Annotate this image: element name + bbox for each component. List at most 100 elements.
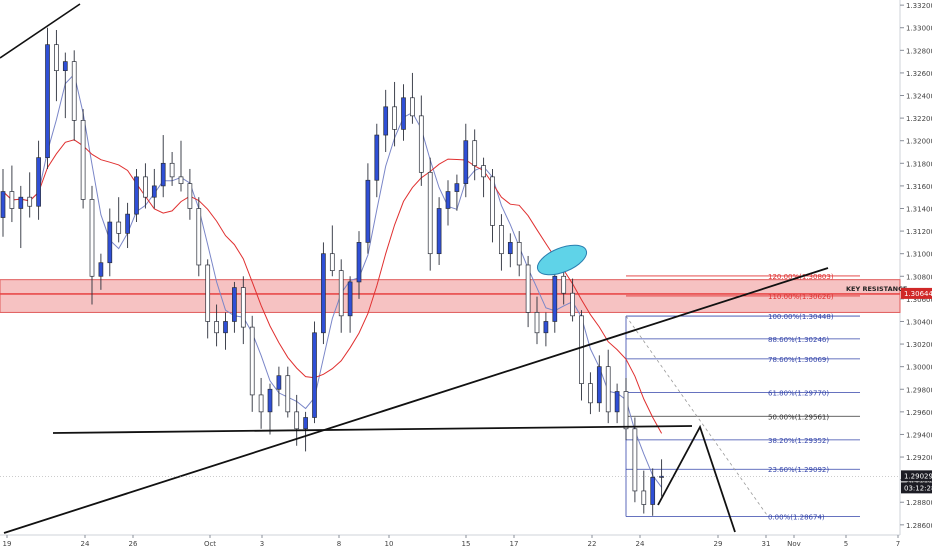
time-tick-label: 15 — [462, 540, 471, 548]
grid — [0, 0, 901, 536]
fib-level-label: 78.60%(1.30069) — [768, 356, 829, 364]
candle-down — [258, 394, 264, 413]
candle-up — [160, 162, 166, 187]
candle-up — [134, 176, 139, 215]
candle-down — [196, 208, 202, 266]
candle-up — [321, 253, 326, 334]
time-tick-label: 10 — [385, 540, 394, 548]
candle-up — [356, 242, 362, 283]
candle-down — [579, 315, 584, 384]
trendline-top-left — [0, 3, 81, 59]
price-tick-label: 1.31800 — [906, 160, 932, 168]
candle-up — [374, 134, 380, 181]
candle-up — [125, 213, 130, 234]
time-tick-label: 3 — [260, 540, 264, 548]
candle-down — [410, 97, 415, 117]
price-tick-label: 1.29400 — [906, 431, 932, 439]
candle-up — [445, 191, 451, 209]
candle-down — [80, 120, 86, 200]
candle-up — [303, 417, 308, 430]
candle-down — [516, 242, 522, 266]
candle-down — [490, 176, 495, 226]
time-tick-label: Oct — [204, 540, 216, 548]
candle-up — [383, 106, 389, 136]
candle-up — [62, 61, 68, 72]
candle-up — [659, 475, 664, 478]
price-tick-label: 1.33000 — [906, 25, 932, 33]
candle-up — [232, 287, 237, 322]
candle-down — [214, 321, 219, 334]
candle-down — [418, 115, 424, 173]
current-price-label: 1.29029 — [904, 472, 932, 480]
candles — [0, 27, 664, 516]
candle-down — [338, 270, 344, 317]
time-tick-label: 7 — [896, 540, 900, 548]
time-tick-label: 19 — [3, 540, 12, 548]
support-horizontal-line — [52, 425, 693, 434]
candle-down — [427, 171, 433, 255]
time-tick-label: 24 — [636, 540, 645, 548]
key-level-label: 1.30644 — [904, 290, 932, 298]
candle-down — [561, 275, 567, 294]
candle-down — [525, 264, 531, 313]
candle-down — [294, 411, 300, 430]
candle-down — [481, 165, 486, 178]
fib-trend-line — [625, 315, 769, 517]
candle-up — [107, 221, 113, 264]
time-tick-label: 5 — [844, 540, 848, 548]
candle-up — [650, 477, 656, 505]
fib-level-label: 50.00%(1.29561) — [768, 413, 829, 421]
fib-level-label: 61.80%(1.29770) — [768, 390, 829, 398]
candle-down — [54, 44, 59, 72]
candle-down — [588, 383, 593, 404]
price-tick-label: 1.30400 — [906, 318, 932, 326]
projection-zigzag — [657, 424, 736, 533]
time-tick-label: 22 — [588, 540, 597, 548]
candle-up — [267, 388, 273, 413]
fast-moving-average — [2, 73, 663, 488]
time-tick-label: 31 — [762, 540, 771, 548]
fib-level-label: 0.00%(1.28674) — [768, 513, 825, 521]
candle-down — [178, 176, 184, 184]
price-tick-label: 1.32600 — [906, 70, 932, 78]
price-tick-label: 1.28800 — [906, 499, 932, 507]
time-tick-label: 26 — [129, 540, 138, 548]
time-axis: 19 24 26 Oct 3 8 10 15 17 22 24 29 31 Nov 5 7 — [3, 535, 900, 548]
time-tick-label: 24 — [81, 540, 90, 548]
rising-trendline — [3, 267, 829, 534]
price-tick-label: 1.31400 — [906, 205, 932, 213]
highlight-ellipse — [536, 244, 588, 276]
countdown-label: 03:12:28 — [904, 484, 932, 492]
candle-up — [45, 44, 50, 159]
candle-up — [365, 179, 371, 243]
price-tick-label: 1.30200 — [906, 341, 932, 349]
candle-down — [329, 253, 335, 271]
price-tick-label: 1.29200 — [906, 454, 932, 462]
drawings — [0, 3, 900, 534]
price-tick-label: 1.32000 — [906, 138, 932, 146]
candle-down — [9, 191, 15, 209]
fib-level-label: 38.20%(1.29352) — [768, 437, 829, 445]
candle-down — [623, 391, 629, 430]
candle-down — [169, 162, 175, 178]
fib-level-label: 110.00%(1.30626) — [768, 293, 834, 301]
price-tick-label: 1.32400 — [906, 93, 932, 101]
candle-up — [98, 262, 104, 277]
countdown-badge — [901, 482, 932, 494]
candle-down — [499, 225, 504, 255]
candle-down — [570, 292, 575, 317]
price-tick-label: 1.31600 — [906, 183, 932, 191]
key-level-badge — [901, 287, 932, 299]
candle-up — [463, 140, 469, 184]
current-price-badge — [901, 470, 932, 482]
price-axis: 1.33200 1.33000 1.32800 1.32600 1.32400 1.322… — [900, 2, 932, 530]
candle-up — [276, 375, 282, 390]
candle-down — [187, 183, 193, 209]
fib-level-label: 88.60%(1.30246) — [768, 336, 829, 344]
candle-down — [534, 312, 540, 334]
price-tick-label: 1.31200 — [906, 228, 932, 236]
price-tick-label: 1.29800 — [906, 386, 932, 394]
candle-down — [27, 196, 33, 207]
